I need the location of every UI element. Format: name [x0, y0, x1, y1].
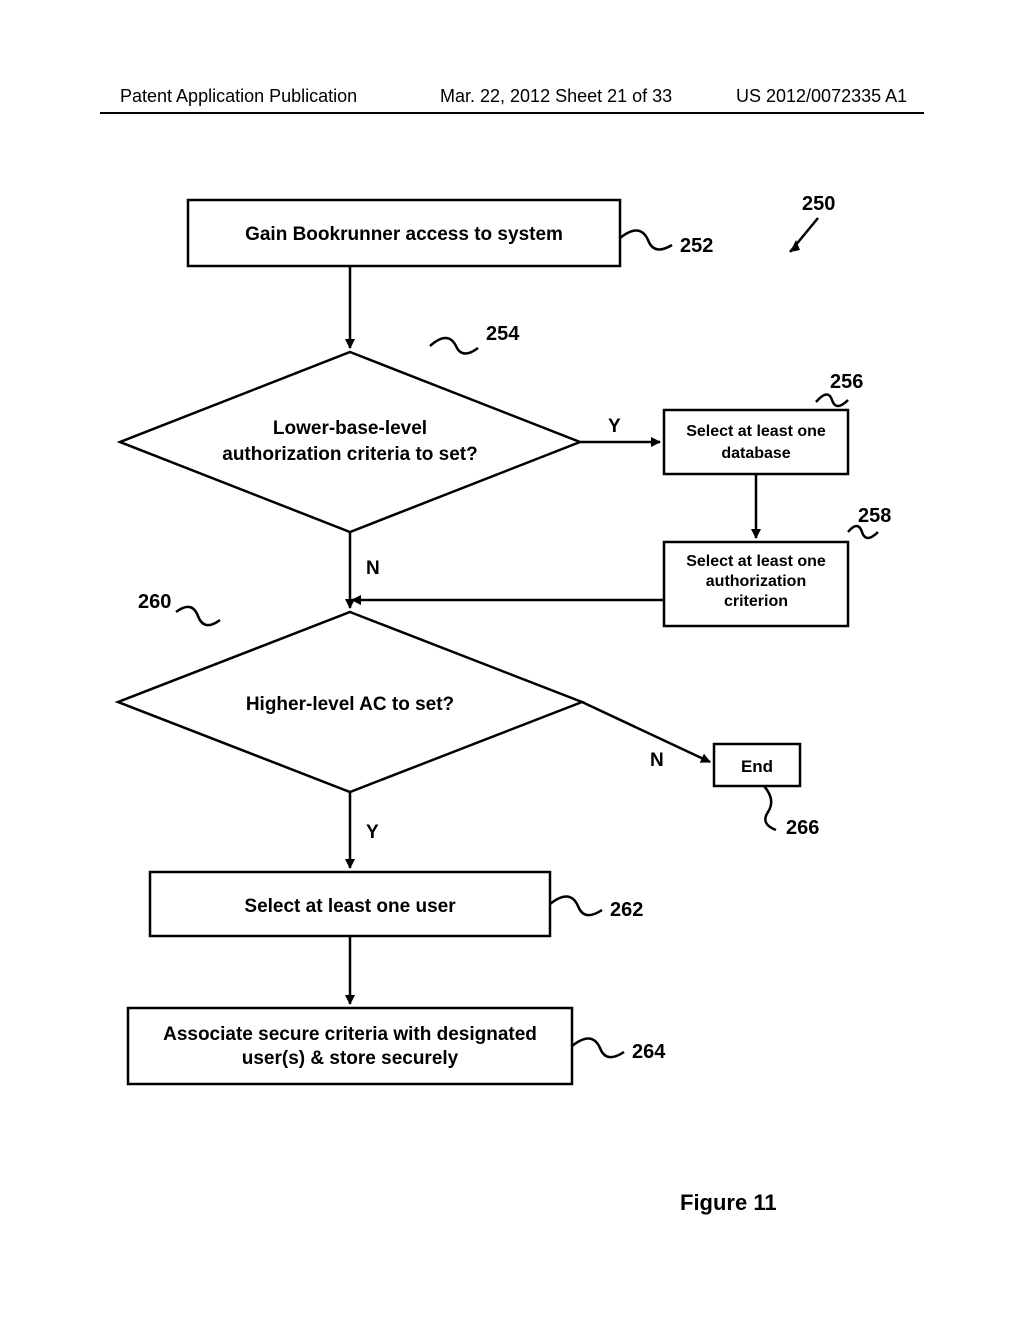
label-y1: Y	[608, 416, 621, 437]
box264-l2: user(s) & store securely	[242, 1048, 459, 1069]
leader-258	[848, 526, 878, 538]
ref-252: 252	[680, 235, 713, 257]
box252-text: Gain Bookrunner access to system	[245, 224, 563, 245]
box262-text: Select at least one user	[244, 896, 456, 917]
flowchart-svg: 250 Gain Bookrunner access to system 252…	[0, 0, 1024, 1320]
label-n1: N	[366, 558, 380, 579]
ref-266: 266	[786, 817, 819, 839]
ref-254: 254	[486, 323, 520, 345]
ref-250: 250	[802, 193, 835, 215]
ref-258: 258	[858, 505, 891, 527]
box258-l1: Select at least one	[686, 553, 826, 570]
box258-l3: criterion	[724, 593, 788, 610]
ref-262: 262	[610, 899, 643, 921]
process-box-256	[664, 410, 848, 474]
box256-l2: database	[721, 445, 790, 462]
leader-252	[620, 230, 672, 249]
box258-l2: authorization	[706, 573, 806, 590]
leader-260	[176, 607, 220, 625]
leader-254	[430, 338, 478, 354]
label-y2: Y	[366, 822, 379, 843]
leader-264	[572, 1038, 624, 1057]
leader-256	[816, 394, 848, 406]
box256-l1: Select at least one	[686, 423, 826, 440]
ref-264: 264	[632, 1041, 666, 1063]
page: Patent Application Publication Mar. 22, …	[0, 0, 1024, 1320]
figure-label: Figure 11	[680, 1190, 777, 1215]
decision-diamond-254	[120, 352, 580, 532]
leader-262	[550, 896, 602, 915]
ref-256: 256	[830, 371, 863, 393]
process-box-264	[128, 1008, 572, 1084]
box264-l1: Associate secure criteria with designate…	[163, 1024, 537, 1045]
ref-260: 260	[138, 591, 171, 613]
diamond254-line1: Lower-base-level	[273, 418, 427, 439]
diamond254-line2: authorization criteria to set?	[222, 444, 477, 465]
diamond260-text: Higher-level AC to set?	[246, 694, 454, 715]
end-text: End	[741, 757, 773, 776]
label-n2: N	[650, 750, 664, 771]
leader-266	[764, 786, 776, 830]
arrow-260-end	[582, 702, 710, 762]
